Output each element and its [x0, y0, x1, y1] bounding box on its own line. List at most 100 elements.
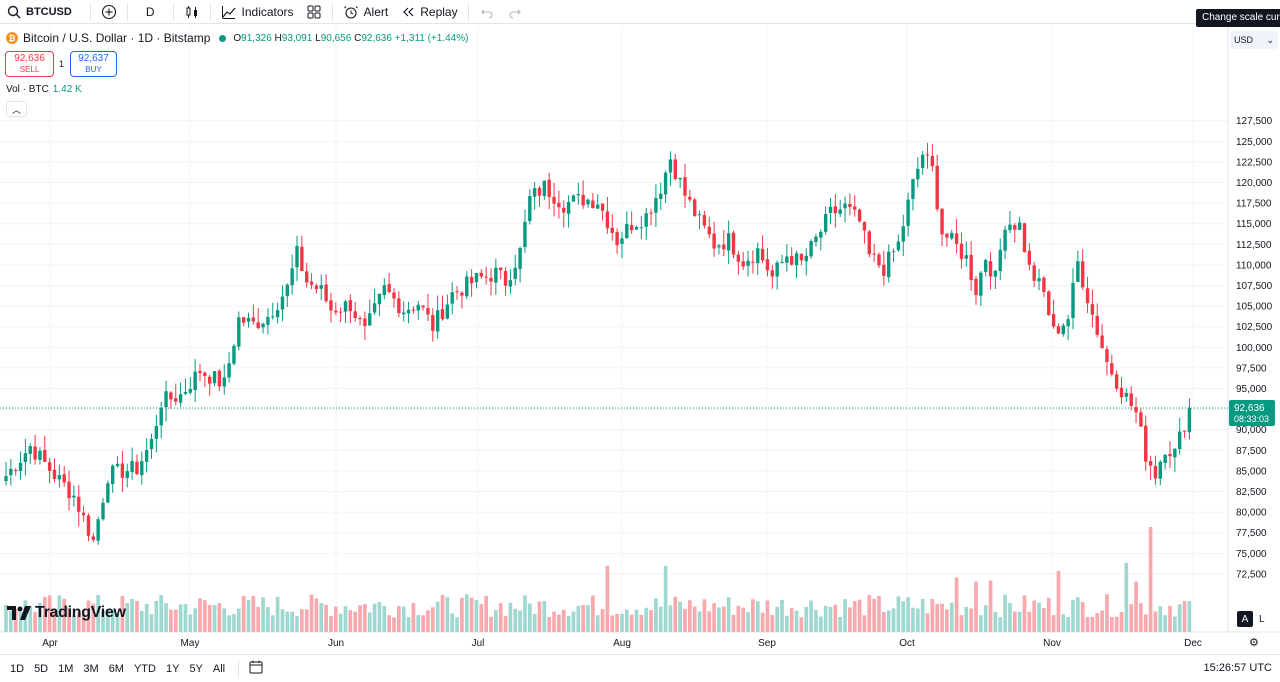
utc-clock[interactable]: 15:26:57 UTC — [1203, 662, 1272, 674]
candle-body — [693, 199, 697, 216]
indicators-button[interactable]: Indicators — [215, 0, 300, 24]
candle-body — [678, 177, 682, 180]
range-1y[interactable]: 1Y — [165, 662, 180, 675]
candle-body — [198, 370, 202, 374]
price-tick-label: 87,500 — [1236, 446, 1267, 457]
volume-bar — [1085, 617, 1090, 632]
price-tick-label: 77,500 — [1236, 528, 1267, 539]
candle-body — [455, 291, 459, 293]
volume-bar — [212, 605, 217, 632]
volume-bar — [993, 611, 998, 632]
volume-bar — [319, 603, 324, 632]
candle-body — [494, 267, 498, 283]
range-1m[interactable]: 1M — [58, 662, 74, 675]
volume-bar — [513, 608, 518, 632]
candle-body — [1105, 349, 1109, 362]
volume-bar — [760, 612, 765, 632]
volume-bar — [416, 615, 421, 632]
compare-button[interactable] — [95, 0, 123, 24]
candle-body — [38, 450, 42, 460]
volume-bar — [988, 580, 993, 632]
candle-body — [940, 208, 944, 235]
undo-button[interactable] — [473, 0, 501, 24]
candle-body — [4, 476, 8, 481]
volume-bar — [1017, 611, 1022, 632]
volume-bar — [818, 616, 823, 632]
price-tick-label: 122,500 — [1236, 157, 1273, 168]
tradingview-logo[interactable]: TradingView — [7, 604, 126, 622]
bitcoin-logo-icon: ₿ — [6, 32, 18, 44]
range-all[interactable]: All — [212, 662, 226, 675]
chart-type-button[interactable] — [178, 0, 206, 24]
volume-bar — [1187, 601, 1192, 632]
candle-body — [368, 313, 372, 326]
volume-bar — [1042, 608, 1046, 632]
volume-bar — [736, 605, 741, 632]
candle-body — [363, 318, 367, 326]
volume-bar — [72, 615, 76, 632]
price-tick-label: 102,500 — [1236, 322, 1273, 333]
volume-bar — [188, 614, 193, 632]
sell-button[interactable]: 92,636 SELL — [5, 51, 54, 77]
volume-bar — [13, 609, 18, 632]
undo-icon — [480, 9, 493, 19]
volume-bar — [983, 605, 988, 632]
range-6m[interactable]: 6M — [108, 662, 124, 675]
volume-bar — [726, 597, 731, 632]
symbol-search[interactable]: BTCUSD — [0, 0, 78, 24]
candle-body — [52, 469, 57, 479]
volume-bar — [707, 611, 712, 632]
range-ytd[interactable]: YTD — [133, 662, 156, 675]
volume-bar — [1143, 614, 1148, 632]
candle-body — [790, 255, 794, 265]
volume-bar — [91, 603, 96, 632]
volume-bar — [62, 598, 67, 632]
candle-body — [372, 303, 377, 313]
alert-button[interactable]: Alert — [337, 0, 395, 24]
candle-body — [746, 260, 750, 266]
volume-bar — [1003, 594, 1007, 632]
candle-body — [1071, 282, 1075, 319]
log-scale-button[interactable]: L — [1259, 614, 1265, 625]
candle-body — [397, 298, 401, 314]
range-5y[interactable]: 5Y — [189, 662, 203, 675]
volume-bar — [867, 594, 872, 632]
replay-button[interactable]: Replay — [394, 0, 463, 24]
price-tick-label: 72,500 — [1236, 569, 1267, 580]
volume-bar — [440, 595, 445, 632]
goto-date-button[interactable] — [243, 659, 269, 678]
candle-body — [309, 281, 314, 285]
range-1d[interactable]: 1D — [10, 662, 25, 675]
chart-settings-button[interactable]: ⚙ — [1249, 636, 1259, 649]
symbol-label: BTCUSD — [26, 5, 72, 18]
price-tick-label: 115,000 — [1236, 219, 1272, 230]
buy-button[interactable]: 92,637 BUY — [70, 51, 117, 77]
volume-bar — [576, 605, 581, 632]
candle-body — [649, 212, 653, 214]
redo-button[interactable] — [501, 0, 529, 24]
candle-body — [484, 276, 488, 278]
range-5d[interactable]: 5D — [34, 662, 49, 675]
auto-scale-button[interactable]: A — [1237, 611, 1253, 627]
candle-body — [596, 204, 600, 209]
volume-bar — [9, 610, 13, 632]
layouts-button[interactable] — [300, 0, 328, 24]
time-tick-label: May — [181, 638, 200, 649]
candle-body — [72, 495, 76, 498]
candle-body — [920, 154, 925, 168]
volume-bar — [479, 604, 484, 632]
range-3m[interactable]: 3M — [83, 662, 99, 675]
candle-body — [799, 253, 804, 261]
replay-label: Replay — [420, 4, 458, 19]
currency-selector[interactable]: USD ⌄ — [1230, 31, 1278, 49]
collapse-legend-button[interactable]: ︿ — [6, 101, 27, 117]
candle-body — [901, 226, 905, 242]
candle-body — [552, 196, 556, 204]
interval-button[interactable]: D — [145, 4, 155, 19]
candle-body — [431, 315, 435, 331]
candle-body — [857, 209, 862, 222]
candle-body — [193, 371, 197, 390]
volume-bar — [624, 609, 629, 632]
volume-bar — [683, 609, 687, 632]
